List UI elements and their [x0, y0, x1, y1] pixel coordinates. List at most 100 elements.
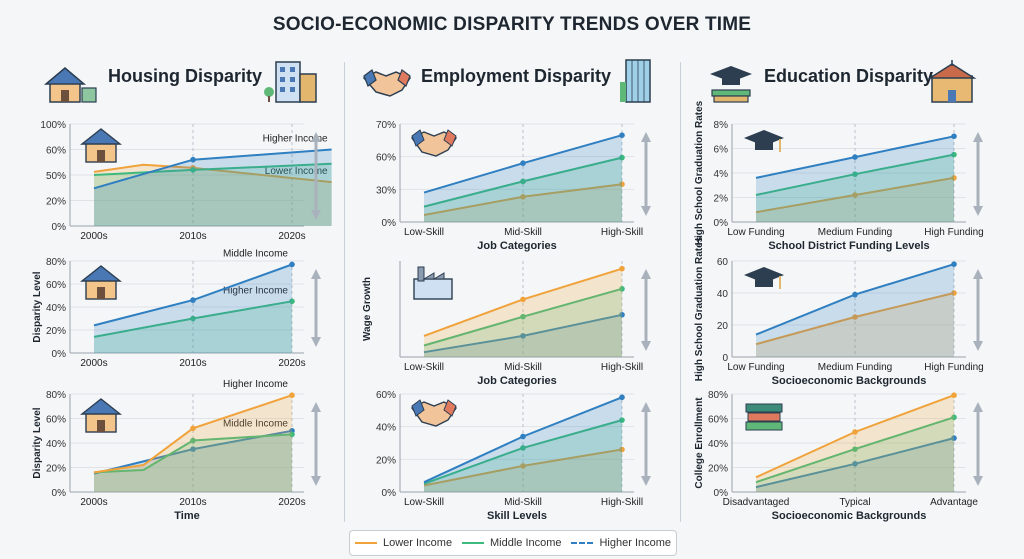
data-point-middle	[619, 286, 625, 292]
y-tick-label: 100%	[40, 120, 66, 131]
data-point-lower	[619, 265, 625, 272]
y-axis-title: Wage Growth	[362, 277, 373, 341]
x-tick-label: 2020s	[278, 358, 305, 369]
data-point-higher	[520, 160, 526, 166]
chart-education-3: 80% 60% 40% 20% 0%Disadvantaged Typical Advant…	[694, 390, 983, 522]
x-tick-label: 2020s	[278, 497, 305, 508]
y-tick-label: 60%	[376, 153, 396, 164]
chart-housing-2: 80% 60% 40% 20% 0% 2000s 2010s 2020s Disparity L…	[32, 248, 321, 369]
chart-employment-3: 60% 40% 20% 0% Low-Skill Mid-Skill High-Skill S…	[376, 390, 651, 522]
y-tick-label: 70%	[376, 120, 396, 131]
y-tick-label: 0%	[52, 488, 67, 499]
data-point-middle	[520, 313, 526, 320]
series-label: Higher Income	[223, 285, 288, 296]
legend-item-middle: Middle Income	[462, 537, 562, 549]
series-area-middle	[94, 301, 292, 353]
chart-education-1: 8% 6% 4% 2% 0%Low Funding Medium Funding High …	[694, 100, 984, 252]
x-tick-label: Medium Funding	[818, 227, 892, 238]
series-area-lower	[94, 164, 332, 226]
chart-housing-3: 80% 60% 40% 20% 0% 2000s 2010s 2020s Time Dispari…	[32, 379, 321, 522]
series-area-middle	[94, 434, 292, 492]
chart-employment-1: 70% 60% 30% 0% Low-Skill Mid-Skill High-Skill J…	[376, 120, 651, 252]
gap-arrow-head	[311, 337, 321, 347]
y-tick-label: 8%	[714, 120, 729, 131]
col-title-employment: Employment Disparity	[421, 66, 612, 86]
data-point-middle	[619, 417, 625, 423]
y-tick-label: 60%	[46, 280, 66, 291]
y-axis-title: College Enrollment	[694, 397, 705, 489]
handshake-icon	[410, 129, 458, 157]
x-tick-label: Medium Funding	[818, 362, 892, 373]
data-point-higher	[190, 446, 196, 452]
x-axis-title: Time	[174, 510, 199, 522]
x-tick-label: Low Funding	[727, 362, 784, 373]
series-area-lower	[424, 268, 622, 357]
gap-arrow-head	[973, 341, 983, 351]
series-area-middle	[424, 157, 622, 222]
x-tick-label: High-Skill	[601, 227, 643, 238]
series-area-higher	[424, 314, 622, 357]
data-point-middle	[852, 171, 858, 178]
x-tick-label: 2010s	[179, 497, 206, 508]
x-tick-label: Low-Skill	[404, 362, 444, 373]
gap-arrow-head	[641, 476, 651, 486]
series-area-higher	[94, 430, 292, 492]
data-point-lower	[619, 446, 625, 453]
data-point-middle	[190, 437, 196, 444]
building-icon	[264, 61, 317, 103]
x-axis-title: Socioeconomic Backgrounds	[772, 375, 927, 387]
series-area-middle	[94, 163, 332, 226]
x-tick-label: Mid-Skill	[504, 362, 542, 373]
series-area-higher	[94, 264, 292, 353]
chart-employment-2: Low-Skill Mid-Skill High-Skill Job Categori…	[362, 261, 651, 387]
y-tick-label: 20%	[46, 197, 66, 208]
gap-arrow-head	[973, 402, 983, 412]
y-tick-label: 80%	[46, 390, 66, 401]
data-point-lower	[289, 392, 295, 399]
page-title: SOCIO-ECONOMIC DISPARITY TRENDS OVER TIM…	[272, 14, 752, 35]
data-point-higher	[190, 156, 196, 163]
y-tick-label: 40%	[708, 439, 728, 450]
data-point-higher	[852, 461, 858, 467]
x-axis-title: Skill Levels	[487, 510, 547, 522]
data-point-middle	[520, 178, 526, 185]
data-point-middle	[619, 154, 625, 161]
gap-arrow-head	[973, 206, 983, 216]
books-icon	[745, 403, 783, 431]
x-axis-title: Job Categories	[477, 240, 556, 252]
data-point-lower	[951, 392, 957, 399]
x-tick-label: Low Funding	[727, 227, 784, 238]
data-point-middle	[852, 446, 858, 452]
office-building-icon	[620, 59, 651, 103]
x-axis-title: School District Funding Levels	[768, 240, 929, 252]
series-area-lower	[756, 293, 954, 357]
col-title-education: Education Disparity	[764, 66, 934, 86]
series-area-middle	[756, 417, 954, 492]
y-tick-label: 40%	[46, 303, 66, 314]
gap-arrow-head	[641, 402, 651, 412]
x-tick-label: High-Skill	[601, 362, 643, 373]
y-tick-label: 20%	[376, 455, 396, 466]
data-point-lower	[520, 463, 526, 469]
data-point-middle	[520, 445, 526, 451]
x-tick-label: 2000s	[80, 231, 107, 242]
x-tick-label: Low-Skill	[404, 227, 444, 238]
house-icon	[79, 128, 123, 163]
y-tick-label: 2%	[714, 194, 729, 205]
x-tick-label: Advantage	[930, 497, 978, 508]
series-label: Middle Income	[223, 248, 288, 259]
x-tick-label: Mid-Skill	[504, 497, 542, 508]
data-point-middle	[190, 167, 196, 173]
series-label: Higher Income	[263, 134, 328, 145]
chart-legend: Lower Income Middle Income Higher Income	[349, 530, 677, 556]
data-point-higher	[852, 291, 858, 298]
series-area-higher	[756, 264, 954, 357]
data-point-lower	[951, 175, 957, 181]
x-tick-label: 2020s	[278, 231, 305, 242]
x-tick-label: Low-Skill	[404, 497, 444, 508]
y-tick-label: 0%	[714, 488, 729, 499]
data-point-higher	[619, 394, 625, 401]
data-point-higher	[520, 333, 526, 339]
y-tick-label: 0	[722, 353, 728, 364]
series-label: Lower Income	[265, 166, 328, 177]
